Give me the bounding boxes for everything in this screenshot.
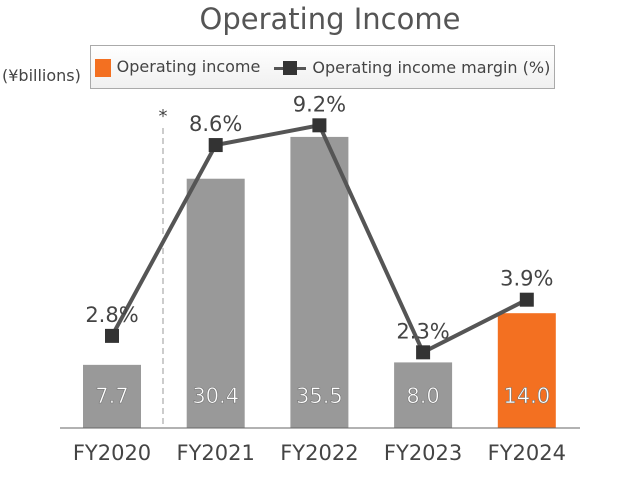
bar-value-label: 35.5 (296, 384, 343, 408)
bar-value-label: 14.0 (503, 384, 550, 408)
legend-item-operating-income: Operating income (94, 57, 261, 77)
margin-marker (312, 118, 327, 133)
legend-label: Operating income margin (%) (312, 57, 551, 77)
bar-FY2022 (290, 136, 349, 428)
bar-FY2023 (394, 362, 453, 428)
margin-value-label: 3.9% (500, 267, 553, 291)
annotation-asterisk: * (159, 106, 168, 127)
bar-value-label: 7.7 (95, 384, 128, 408)
margin-marker (105, 328, 119, 343)
x-tick-label: FY2020 (73, 441, 151, 465)
legend-label: Operating income (116, 57, 261, 77)
bar-value-label: 30.4 (192, 384, 239, 408)
margin-marker (208, 138, 223, 153)
bar-FY2020 (83, 364, 141, 428)
bar-FY2021 (186, 178, 245, 428)
chart-title: Operating Income (199, 2, 461, 36)
x-tick-label: FY2024 (488, 441, 566, 465)
x-tick-label: FY2021 (177, 441, 255, 465)
margin-value-label: 2.3% (396, 319, 449, 343)
unit-label: (¥billions) (2, 66, 81, 85)
x-tick-label: FY2022 (280, 441, 358, 465)
margin-value-label: 9.2% (293, 92, 346, 116)
legend: Operating income Operating income margin… (90, 45, 555, 89)
orange-swatch-icon (94, 58, 111, 77)
bar-value-label: 8.0 (406, 384, 439, 408)
line-marker-icon (274, 61, 307, 75)
margin-marker (519, 292, 534, 307)
margin-marker (416, 345, 431, 360)
bar-FY2024 (497, 313, 556, 428)
margin-value-label: 8.6% (189, 112, 242, 136)
margin-value-label: 2.8% (85, 303, 138, 327)
legend-item-margin: Operating income margin (%) (274, 58, 550, 77)
x-tick-label: FY2023 (384, 441, 462, 465)
